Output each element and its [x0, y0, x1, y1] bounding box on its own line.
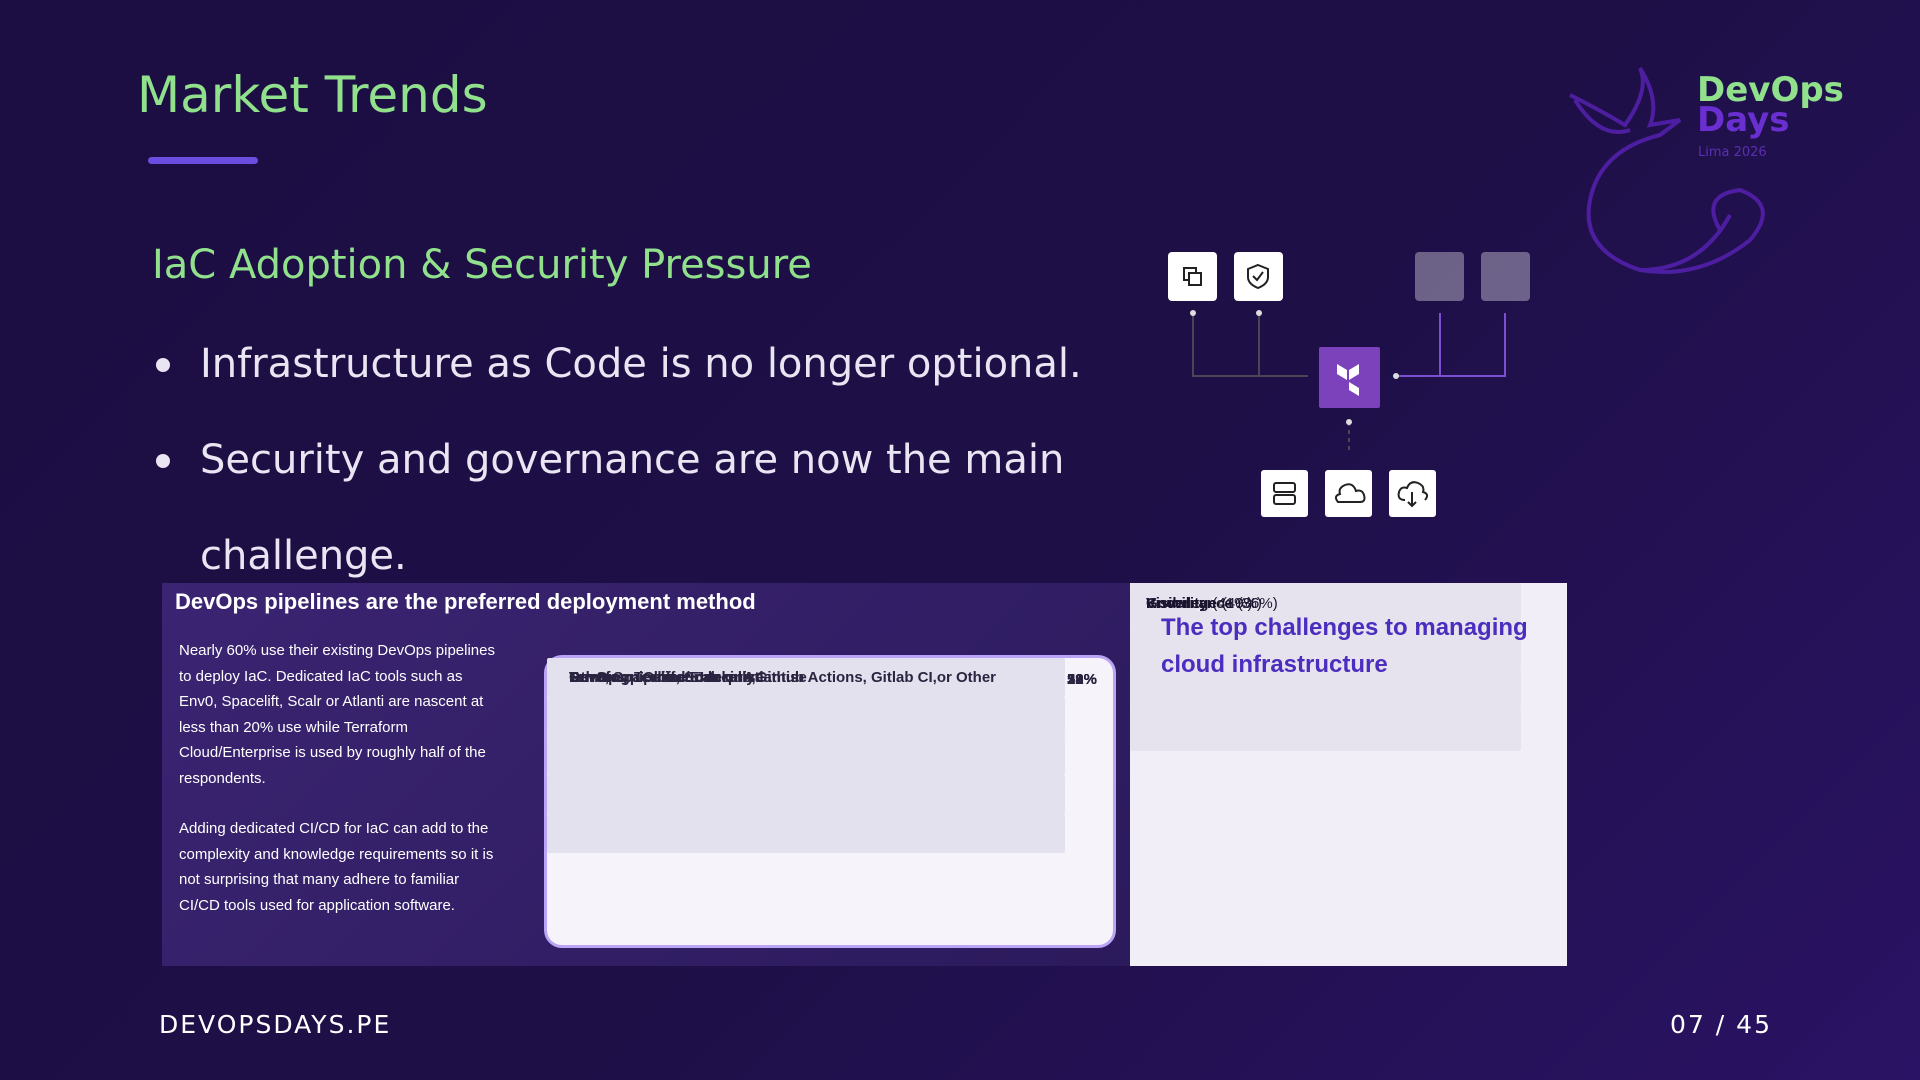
value-label: 19%	[1066, 671, 1097, 688]
category-label: Security	[1146, 595, 1206, 612]
bar-label: Governance (36%)	[1146, 583, 1278, 625]
bar-track: Security (41%)	[1130, 583, 1521, 625]
bar-track: Knowlege (40%)	[1130, 595, 1521, 709]
bar-label: Knowlege (40%)	[1146, 583, 1262, 625]
bullet: Security and governance are now the main…	[152, 412, 1082, 604]
logo-text: Days	[1697, 100, 1790, 140]
bar-track: Visibility (41%)	[1130, 595, 1521, 667]
chart-title: DevOps pipelines are the preferred deplo…	[175, 589, 756, 614]
category-label: Env0, Spacelift, Scalr or Atlantise	[569, 669, 807, 686]
category-label: Terraform Cloud/Enterprise	[569, 669, 764, 686]
value-label: 32%	[1066, 671, 1097, 688]
bar-track: Running Terraform locally 32%	[547, 669, 1097, 775]
value-label: 21%	[1066, 671, 1097, 688]
bar-track: Other 21%	[547, 669, 1097, 814]
challenges-panel: The top challenges to managing cloud inf…	[1130, 583, 1567, 966]
logo-text: DevOps	[1697, 70, 1844, 110]
bar-label: Security (41%)	[1146, 583, 1250, 625]
bar-track: Governance (36%)	[1130, 595, 1521, 751]
category-label: Governance	[1146, 595, 1233, 612]
value-label: (40%)	[1221, 595, 1262, 612]
title-underline	[148, 157, 258, 164]
bar-track: DevOps pipeline: Jenkins,Github Actions,…	[547, 658, 1097, 697]
value-label: (41%)	[1212, 595, 1253, 612]
value-label: (36%)	[1237, 595, 1278, 612]
bullet: Infrastructure as Code is no longer opti…	[152, 316, 1082, 412]
bar-track: Terraform Cloud/Enterprise 53%	[547, 669, 1097, 736]
footer-site: DEVOPSDAYS.PE	[159, 1010, 392, 1039]
logo-text: Lima 2026	[1698, 145, 1767, 160]
page-number: 07 / 45	[1670, 1010, 1772, 1039]
category-label: Visibility	[1146, 595, 1208, 612]
category-label: Knowlege	[1146, 595, 1217, 612]
value-label: 58%	[1066, 671, 1097, 688]
diagram	[1168, 252, 1530, 517]
slide-title: Market Trends	[137, 66, 488, 124]
category-label: Other	[569, 669, 610, 686]
logo-bird	[1569, 66, 1765, 274]
paragraph: Adding dedicated CI/CD for IaC can add t…	[179, 820, 494, 914]
bar-label: Visibility (41%)	[1146, 583, 1252, 625]
subtitle: IaC Adoption & Security Pressure	[152, 242, 812, 288]
bar-track: Env0, Spacelift, Scalr or Atlantise 19%	[547, 669, 1097, 853]
chart-title: The top challenges to managing cloud inf…	[1161, 614, 1528, 678]
category-label: DevOps pipeline: Jenkins,Github Actions,…	[569, 669, 997, 686]
deployment-panel: DevOps pipelines are the preferred deplo…	[162, 583, 1130, 966]
value-label: 53%	[1066, 671, 1097, 688]
paragraph: Nearly 60% use their existing DevOps pip…	[179, 642, 495, 787]
chart-description: Nearly 60% use their existing DevOps pip…	[179, 638, 504, 943]
bullet-list: Infrastructure as Code is no longer opti…	[152, 316, 1082, 604]
chart-card: DevOps pipeline: Jenkins,Github Actions,…	[544, 655, 1116, 948]
category-label: Running Terraform locally	[569, 669, 755, 686]
value-label: (41%)	[1210, 595, 1251, 612]
